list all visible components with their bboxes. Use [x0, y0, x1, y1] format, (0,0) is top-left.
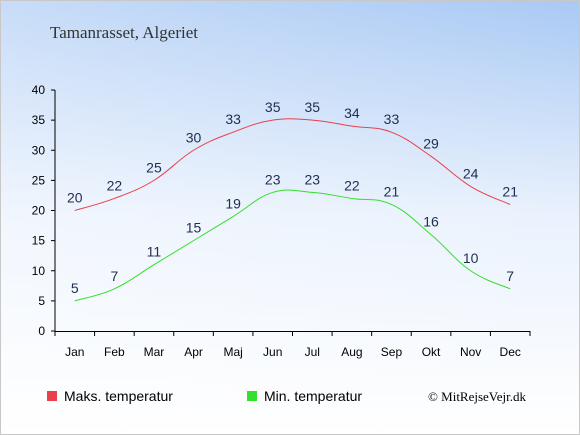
- min-temp-label-maj: 19: [225, 196, 241, 212]
- x-tick-label-aug: Aug: [341, 345, 362, 359]
- y-tick-label: 5: [38, 294, 45, 308]
- max-temp-label-okt: 29: [423, 135, 439, 151]
- max-temp-label-mar: 25: [146, 159, 162, 175]
- max-temp-label-aug: 34: [344, 105, 360, 121]
- min-temp-label-feb: 7: [110, 268, 118, 284]
- min-temp-label-aug: 22: [344, 177, 360, 193]
- x-tick-label-okt: Okt: [422, 345, 441, 359]
- legend-swatch-max: [47, 391, 57, 401]
- legend: Maks. temperatur Min. temperatur: [47, 388, 362, 404]
- min-temp-label-mar: 11: [147, 244, 162, 260]
- max-temp-label-jan: 20: [67, 190, 83, 206]
- y-tick-label: 35: [32, 113, 46, 127]
- min-temp-label-apr: 15: [186, 220, 202, 236]
- x-tick-label-jul: Jul: [305, 345, 320, 359]
- x-tick-label-apr: Apr: [184, 345, 203, 359]
- legend-label-max: Maks. temperatur: [64, 388, 173, 404]
- credit-text: © MitRejseVejr.dk: [428, 389, 526, 404]
- y-tick-label: 40: [32, 83, 46, 97]
- max-temperature-line: [74, 118, 511, 211]
- data-labels: 20 22 25 30 33 35 35 34 33 29 24 21 5 7 11 15 19 23 23 22 21…: [67, 99, 518, 296]
- legend-swatch-min: [247, 391, 257, 401]
- chart-title: Tamanrasset, Algeriet: [50, 23, 198, 42]
- y-tick-label: 25: [32, 173, 46, 187]
- series-layer: [74, 118, 511, 302]
- x-tick-label-jun: Jun: [263, 345, 282, 359]
- x-tick-label-jan: Jan: [65, 345, 84, 359]
- max-temp-label-sep: 33: [384, 111, 400, 127]
- y-tick-label: 10: [32, 264, 46, 278]
- y-tick-label: 0: [38, 324, 45, 338]
- legend-label-min: Min. temperatur: [264, 388, 362, 404]
- y-tick-label: 20: [32, 204, 46, 218]
- min-temp-label-okt: 16: [423, 214, 439, 230]
- x-tick-label-feb: Feb: [104, 345, 125, 359]
- min-temp-label-dec: 7: [506, 268, 514, 284]
- x-tick-label-dec: Dec: [500, 345, 521, 359]
- max-temp-label-dec: 21: [502, 183, 518, 199]
- x-tick-label-mar: Mar: [144, 345, 165, 359]
- max-temp-label-feb: 22: [107, 177, 123, 193]
- min-temp-label-jul: 23: [305, 171, 321, 187]
- min-temp-label-sep: 21: [384, 183, 400, 199]
- y-tick-label: 30: [32, 143, 46, 157]
- axes: 0 5 10 15 20 25 30 35 40 Jan Feb Mar Apr Maj Jun Jul Aug…: [32, 83, 531, 359]
- min-temperature-line: [74, 189, 511, 302]
- x-tick-label-sep: Sep: [381, 345, 403, 359]
- min-temp-label-nov: 10: [463, 250, 479, 266]
- y-tick-label: 15: [32, 234, 46, 248]
- max-temp-label-jun: 35: [265, 99, 281, 115]
- max-temp-label-apr: 30: [186, 129, 202, 145]
- max-temp-label-jul: 35: [305, 99, 321, 115]
- min-temp-label-jan: 5: [71, 280, 79, 296]
- min-temp-label-jun: 23: [265, 171, 281, 187]
- x-tick-label-maj: Maj: [223, 345, 242, 359]
- max-temp-label-maj: 33: [225, 111, 241, 127]
- max-temp-label-nov: 24: [463, 165, 479, 181]
- x-tick-label-nov: Nov: [460, 345, 481, 359]
